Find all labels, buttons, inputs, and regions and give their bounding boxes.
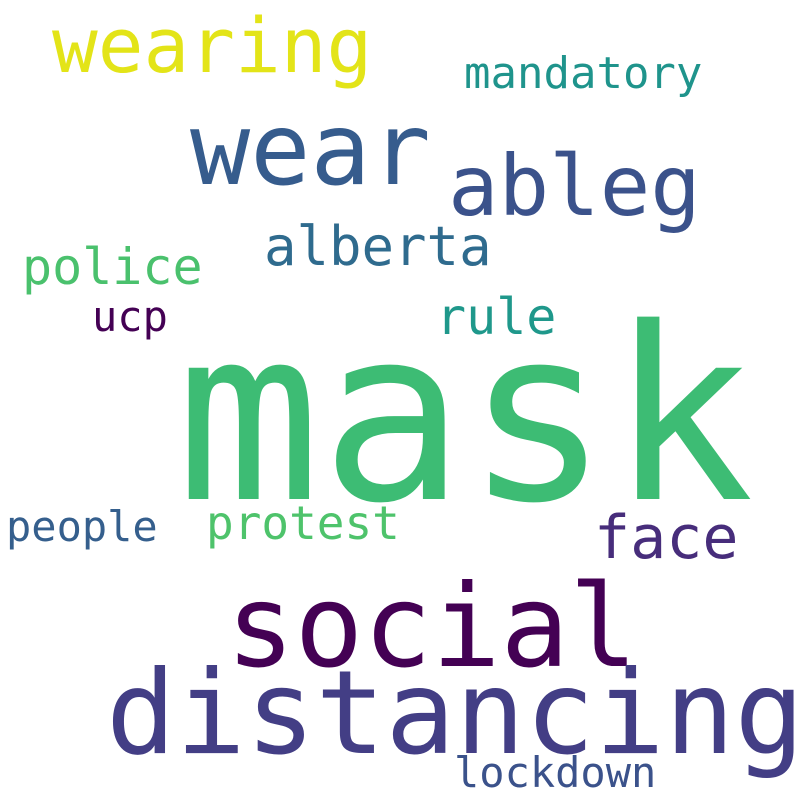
word-mandatory: mandatory: [464, 48, 703, 99]
word-social: social: [226, 560, 638, 693]
word-ucp: ucp: [92, 292, 168, 341]
word-mask: mask: [176, 276, 754, 556]
word-distancing: distancing: [106, 646, 800, 781]
word-face: face: [594, 503, 739, 573]
word-people: people: [6, 502, 158, 551]
word-ableg: ableg: [448, 137, 701, 235]
word-rule: rule: [436, 288, 557, 346]
word-alberta: alberta: [264, 215, 492, 278]
word-wearing: wearing: [52, 1, 373, 90]
word-protest: protest: [206, 496, 400, 550]
word-wear: wear: [190, 91, 431, 208]
word-police: police: [22, 238, 203, 296]
word-lockdown: lockdown: [454, 748, 657, 797]
